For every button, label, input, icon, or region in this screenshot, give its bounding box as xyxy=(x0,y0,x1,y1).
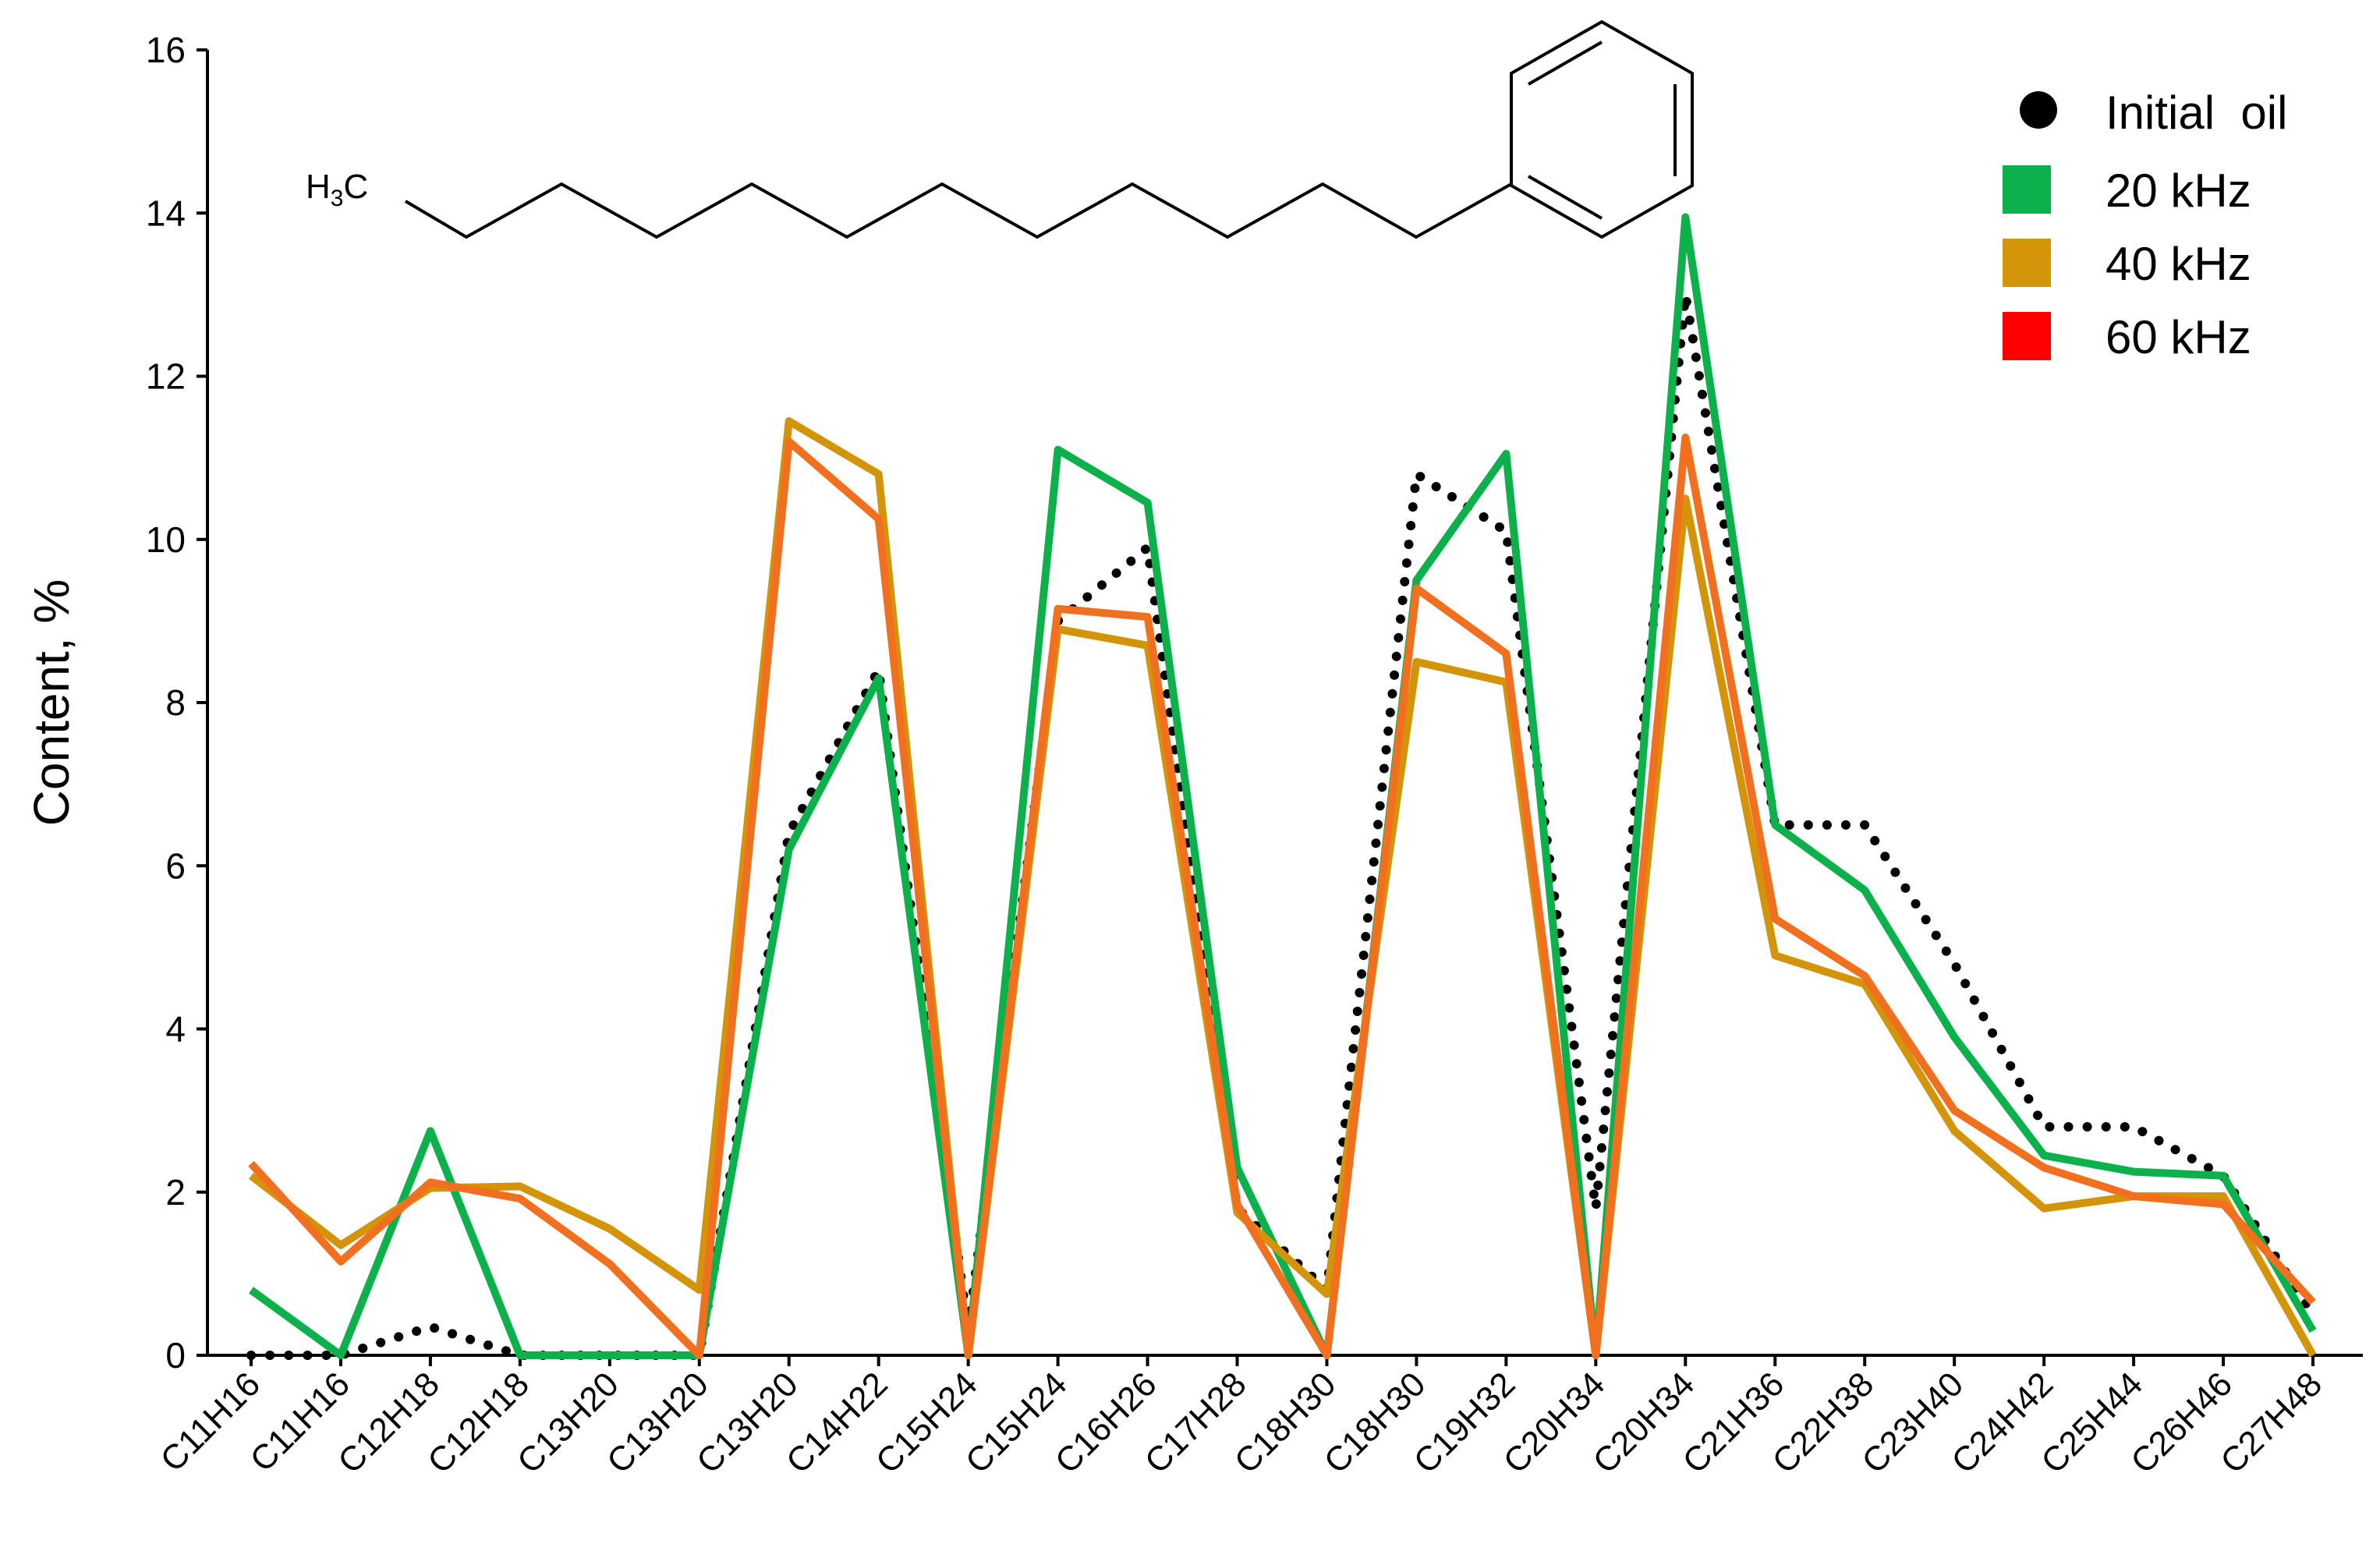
series-layer xyxy=(246,213,2318,1360)
legend-label-60khz: 60 kHz xyxy=(2106,311,2251,363)
legend-marker-initial-oil xyxy=(2020,91,2057,129)
y-ticks: 0 2 4 6 8 10 12 14 16 xyxy=(146,30,207,1376)
series-line-60-khz xyxy=(248,434,2316,1359)
y-tick-label: 2 xyxy=(165,1172,186,1213)
y-tick-label: 12 xyxy=(146,356,186,397)
y-tick-label: 16 xyxy=(146,30,186,70)
y-tick-label: 6 xyxy=(165,845,186,886)
legend-label-40khz: 40 kHz xyxy=(2106,238,2251,290)
y-tick-label: 4 xyxy=(165,1009,186,1050)
x-ticks: C11H16C11H16C12H18C12H18C13H20C13H20C13H… xyxy=(154,1355,2329,1481)
legend: Initial oil 20 kHz 40 kHz 60 kHz xyxy=(2003,87,2287,363)
series-line-initial-oil xyxy=(246,289,2318,1360)
legend-label-20khz: 20 kHz xyxy=(2106,165,2251,217)
methyl-group-label: H3C xyxy=(306,168,368,211)
legend-label-initial-oil: Initial oil xyxy=(2106,87,2287,139)
y-tick-label: 8 xyxy=(165,682,186,723)
y-tick-label: 0 xyxy=(165,1335,186,1376)
legend-marker-40khz xyxy=(2003,239,2051,287)
benzene-inner-bond-bottom xyxy=(1528,175,1603,220)
benzene-ring xyxy=(1510,19,1694,239)
benzene-inner-bond-top xyxy=(1528,41,1603,86)
legend-marker-20khz xyxy=(2003,165,2051,214)
alkyl-chain xyxy=(404,182,1512,239)
x-tick-label: C11H16 xyxy=(154,1365,267,1478)
x-tick-label: C27H48 xyxy=(2213,1365,2329,1481)
alkylbenzene-structure: H3C xyxy=(306,19,1694,239)
y-tick-label: 14 xyxy=(146,193,186,233)
y-tick-label: 10 xyxy=(146,519,186,560)
legend-marker-60khz xyxy=(2003,312,2051,360)
series-line-40-khz xyxy=(248,417,2317,1359)
series-line-20-khz xyxy=(249,213,2317,1359)
y-axis-label: Content, % xyxy=(23,579,80,827)
